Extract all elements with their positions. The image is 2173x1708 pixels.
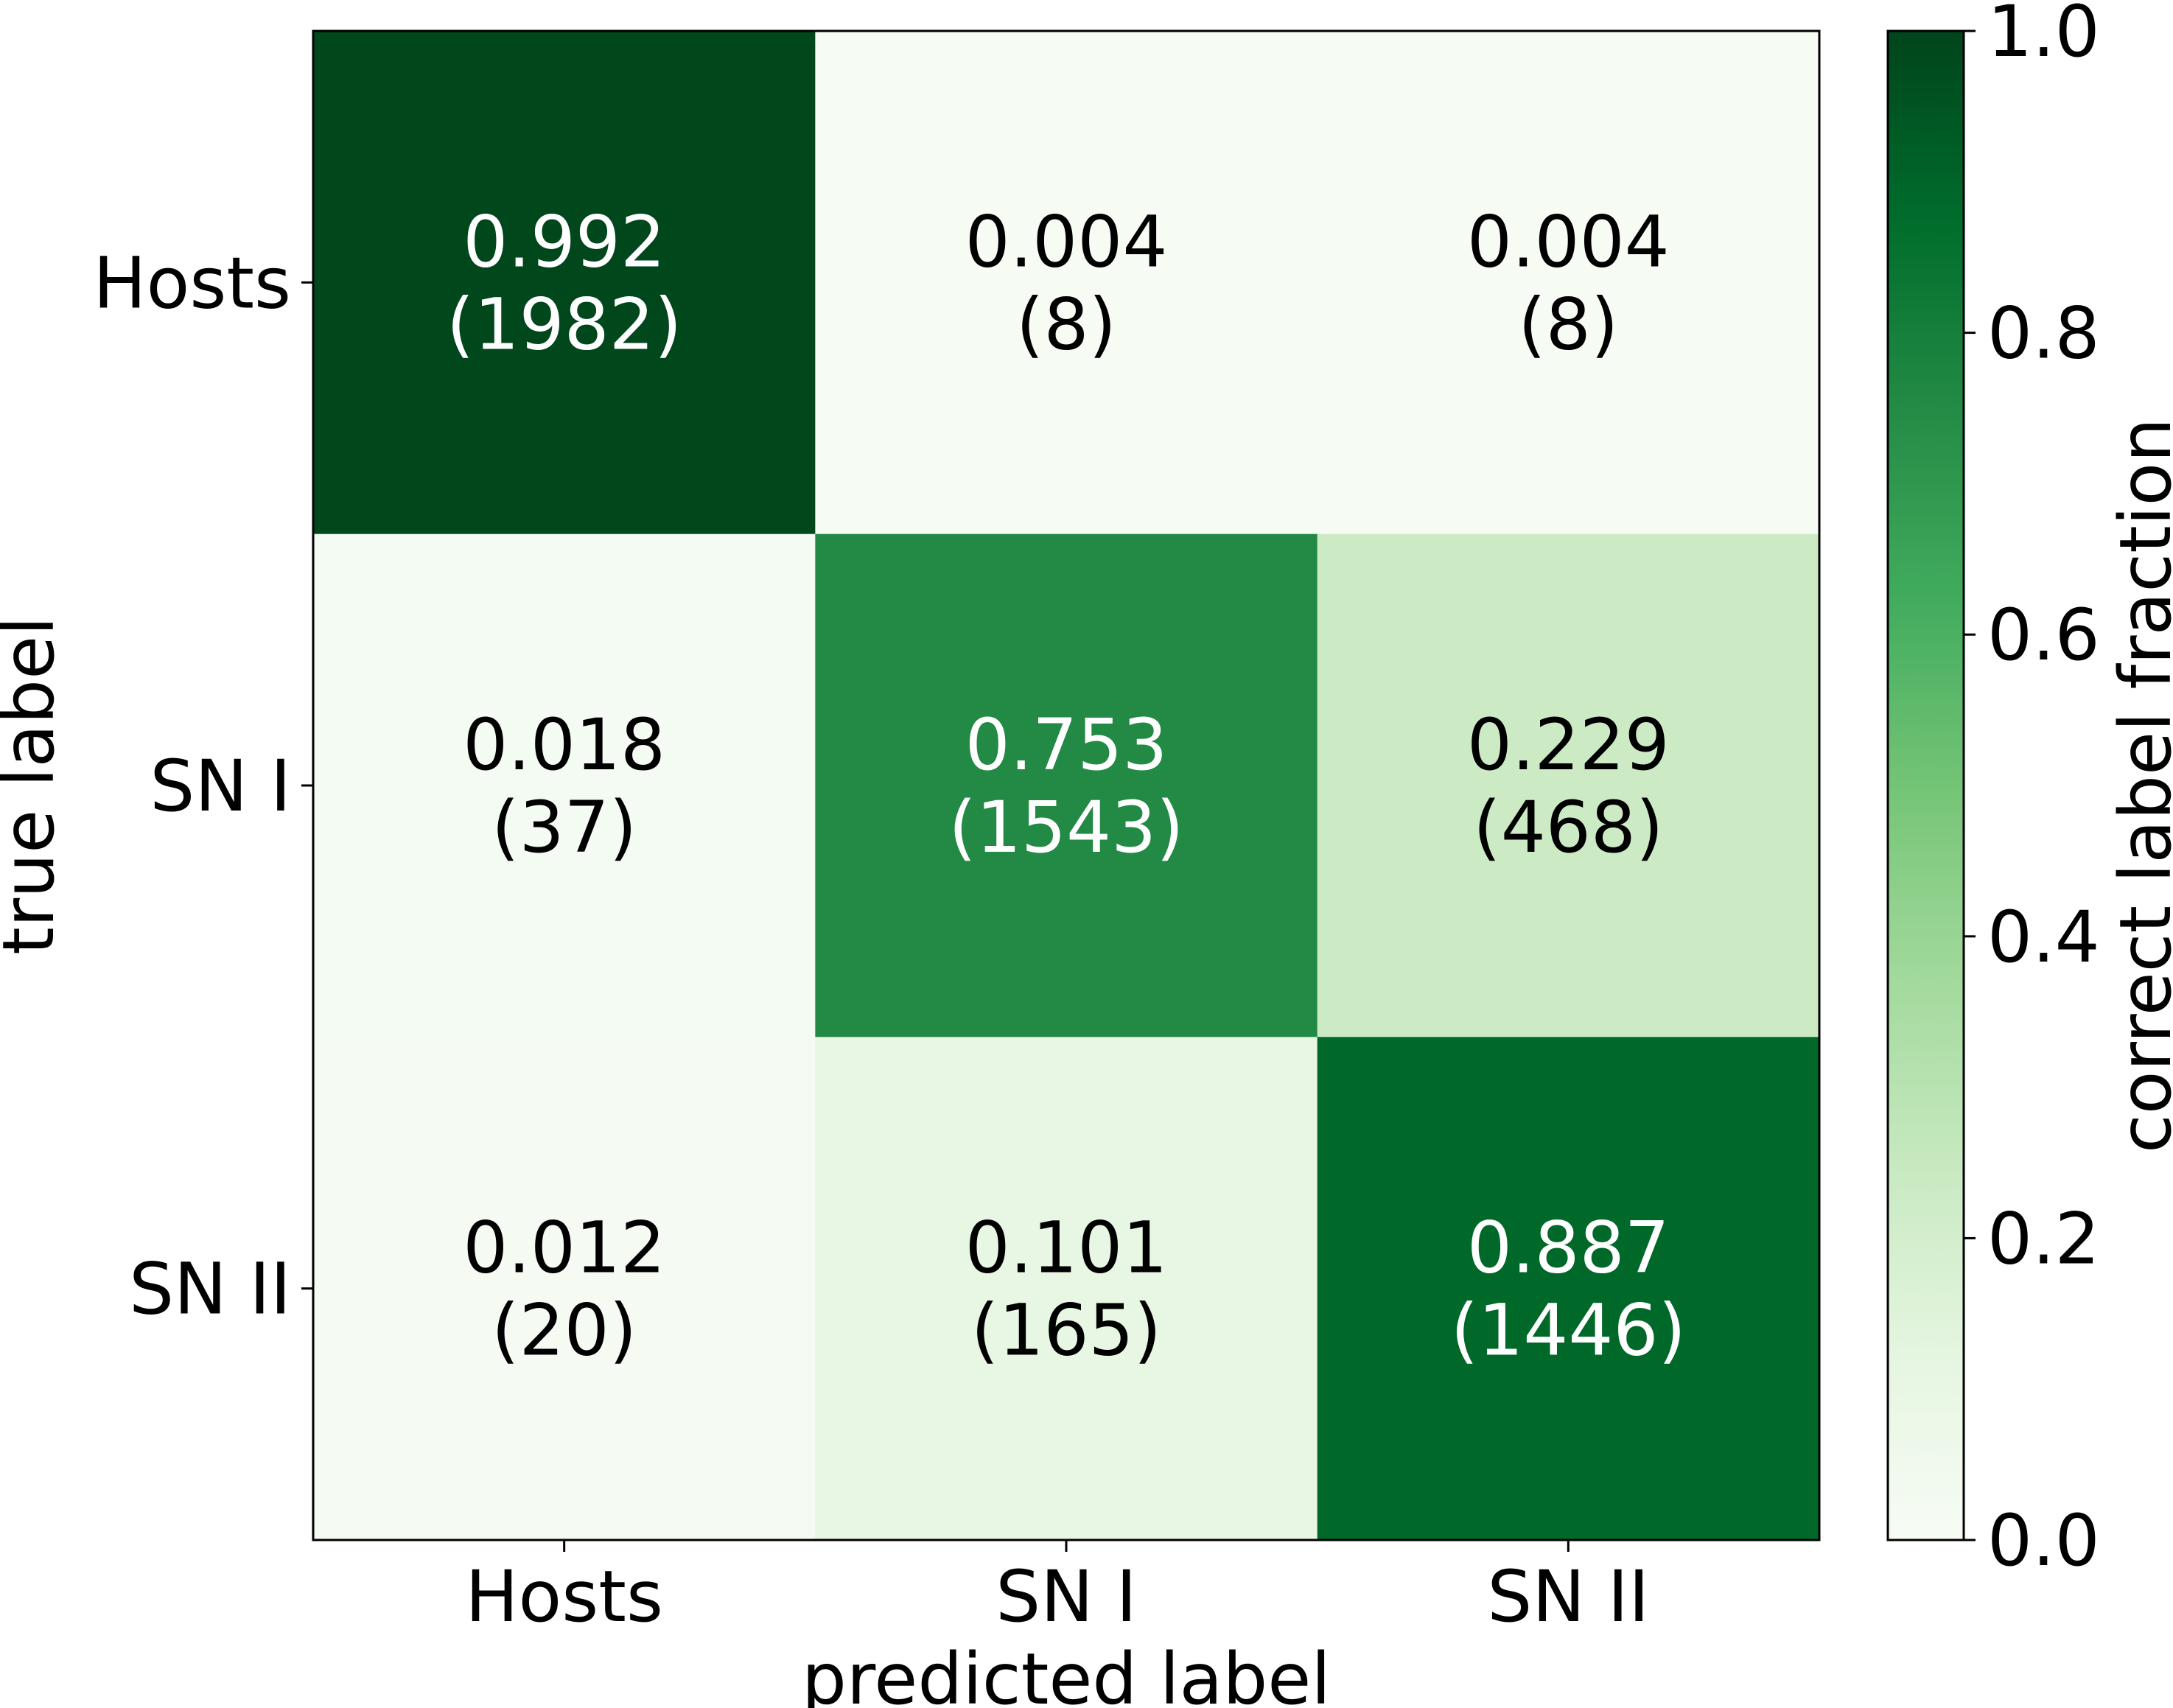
heatmap-cell: [1317, 1037, 1820, 1541]
cell-count-label: (165): [971, 1289, 1161, 1372]
heatmap-cells: 0.992(1982)0.004(8)0.004(8)0.018(37)0.75…: [313, 31, 1820, 1541]
cell-fraction-label: 0.753: [965, 704, 1168, 786]
heatmap-cell: [815, 31, 1318, 535]
cell-count-label: (468): [1473, 786, 1663, 869]
cell-fraction-label: 0.018: [463, 704, 665, 786]
heatmap-cell: [1317, 31, 1820, 535]
heatmap-cell: [313, 1037, 816, 1541]
cell-fraction-label: 0.012: [463, 1207, 665, 1289]
cell-count-label: (1982): [447, 283, 682, 365]
cell-fraction-label: 0.887: [1467, 1207, 1670, 1289]
heatmap-cell: [815, 533, 1318, 1037]
y-tick-label: SN I: [150, 745, 291, 827]
cell-fraction-label: 0.992: [463, 200, 665, 283]
cell-count-label: (20): [491, 1289, 637, 1372]
colorbar-label: correct label fraction: [2104, 418, 2173, 1153]
colorbar-tick-label: 0.8: [1987, 293, 2100, 375]
heatmap-cell: [313, 533, 816, 1037]
cell-count-label: (8): [1016, 283, 1116, 365]
x-axis: Hosts SN I SN II: [465, 1540, 1649, 1638]
colorbar: [1886, 29, 1965, 1541]
x-tick-label: SN I: [995, 1555, 1137, 1638]
x-axis-label: predicted label: [802, 1638, 1331, 1708]
colorbar-tick-label: 1.0: [1987, 0, 2100, 73]
heatmap-cell: [1317, 533, 1820, 1037]
cell-fraction-label: 0.101: [965, 1207, 1168, 1289]
x-tick-label: SN II: [1487, 1555, 1649, 1638]
cell-count-label: (1446): [1451, 1289, 1686, 1372]
y-axis: Hosts SN I SN II: [93, 242, 313, 1331]
y-tick-label: Hosts: [93, 242, 291, 324]
cell-count-label: (1543): [948, 786, 1183, 869]
y-axis-label: true label: [0, 616, 70, 955]
cell-count-label: (37): [491, 786, 637, 869]
heatmap-cell: [313, 31, 816, 535]
colorbar-ticks: 0.0 0.2 0.4 0.6 0.8 1.0: [1964, 0, 2100, 1582]
x-tick-label: Hosts: [465, 1555, 663, 1638]
colorbar-tick-label: 0.6: [1987, 594, 2100, 676]
y-tick-label: SN II: [129, 1248, 291, 1331]
colorbar-tick-label: 0.0: [1987, 1499, 2100, 1582]
cell-fraction-label: 0.229: [1467, 704, 1670, 786]
colorbar-tick-label: 0.4: [1987, 896, 2100, 979]
colorbar-tick-label: 0.2: [1987, 1197, 2100, 1280]
cell-fraction-label: 0.004: [965, 200, 1168, 283]
cell-count-label: (8): [1518, 283, 1618, 365]
heatmap-cell: [815, 1037, 1318, 1541]
cell-fraction-label: 0.004: [1467, 200, 1670, 283]
